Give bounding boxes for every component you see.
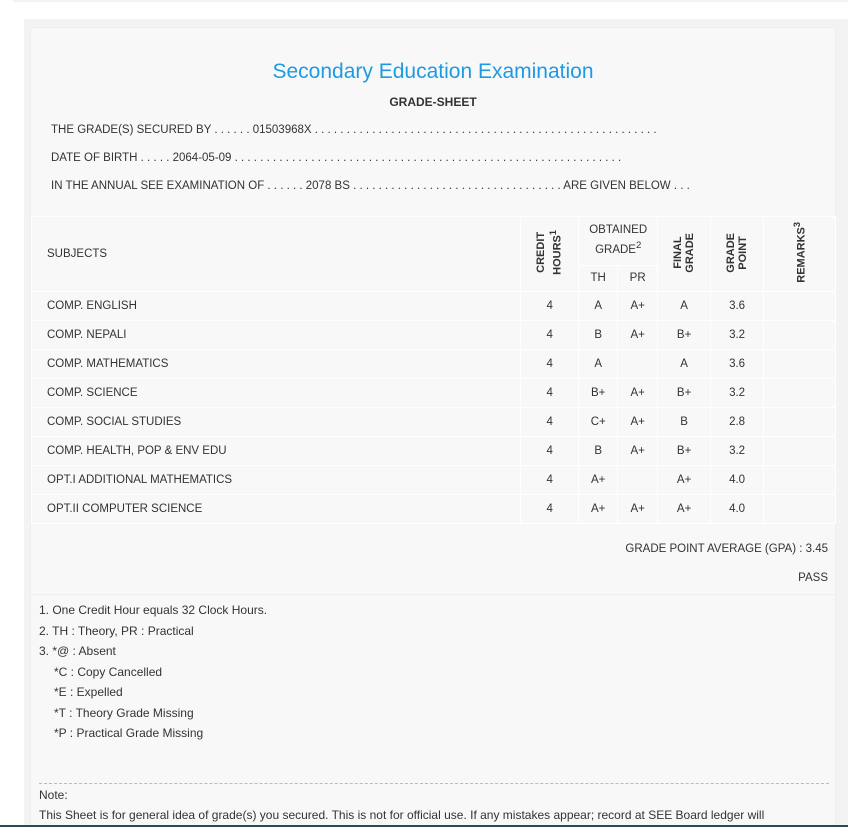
th-grade-cell: B+	[578, 378, 619, 408]
th-grade-cell: A+	[578, 494, 619, 524]
table-row: COMP. SOCIAL STUDIES 4 C+ A+ B 2.8	[30, 407, 836, 437]
exam-line: IN THE ANNUAL SEE EXAMINATION OF . . . .…	[51, 180, 690, 192]
pr-grade-cell: A+	[617, 320, 659, 350]
pr-grade-cell: A+	[617, 407, 659, 437]
subject-cell: COMP. HEALTH, POP & ENV EDU	[30, 436, 522, 466]
grade-point-cell: 4.0	[710, 465, 765, 495]
header-subjects: SUBJECTS	[30, 216, 522, 292]
pr-grade-cell: A+	[617, 494, 659, 524]
grade-point-cell: 4.0	[710, 494, 765, 524]
table-row: COMP. NEPALI 4 B A+ B+ 3.2	[30, 320, 836, 350]
final-grade-cell: B+	[657, 436, 712, 466]
page-subtitle: GRADE-SHEET	[389, 95, 477, 109]
header-final-grade: FINAL GRADE	[657, 216, 712, 292]
remarks-cell	[763, 494, 836, 524]
remarks-cell	[763, 320, 836, 350]
remarks-cell	[763, 465, 836, 495]
remarks-cell	[763, 291, 836, 321]
table-row: COMP. SCIENCE 4 B+ A+ B+ 3.2	[30, 378, 836, 408]
remarks-cell	[763, 378, 836, 408]
th-grade-cell: C+	[578, 407, 619, 437]
credit-cell: 4	[520, 378, 580, 408]
subject-cell: COMP. ENGLISH	[30, 291, 522, 321]
table-row: COMP. ENGLISH 4 A A+ A 3.6	[30, 291, 836, 321]
remarks-cell	[763, 349, 836, 379]
pr-grade-cell	[617, 349, 659, 379]
table-row: OPT.I ADDITIONAL MATHEMATICS 4 A+ A+ 4.0	[30, 465, 836, 495]
header-pr: PR	[617, 264, 659, 293]
gpa-value: GRADE POINT AVERAGE (GPA) : 3.45	[625, 543, 828, 555]
dob-line: DATE OF BIRTH . . . . . 2064-05-09 . . .…	[51, 152, 622, 164]
header-remarks: REMARKS3	[763, 216, 836, 292]
page-title: Secondary Education Examination	[272, 60, 594, 83]
credit-cell: 4	[520, 407, 580, 437]
table-row: COMP. HEALTH, POP & ENV EDU 4 B A+ B+ 3.2	[30, 436, 836, 466]
final-grade-cell: B+	[657, 378, 712, 408]
pr-grade-cell: A+	[617, 378, 659, 408]
note-text: This Sheet is for general idea of grade(…	[39, 808, 765, 822]
note-label: Note:	[39, 788, 68, 802]
subject-cell: COMP. MATHEMATICS	[30, 349, 522, 379]
th-grade-cell: B	[578, 320, 619, 350]
final-grade-cell: B+	[657, 320, 712, 350]
final-grade-cell: A	[657, 291, 712, 321]
subject-cell: COMP. NEPALI	[30, 320, 522, 350]
bottom-bar	[0, 825, 848, 827]
credit-cell: 4	[520, 320, 580, 350]
gradesheet-panel: Secondary Education Examination GRADE-SH…	[30, 27, 836, 827]
credit-cell: 4	[520, 436, 580, 466]
credit-cell: 4	[520, 349, 580, 379]
credit-cell: 4	[520, 465, 580, 495]
remarks-cell	[763, 407, 836, 437]
footnote-item: 3. *@ : Absent	[39, 644, 116, 658]
table-row: OPT.II COMPUTER SCIENCE 4 A+ A+ A+ 4.0	[30, 494, 836, 524]
footnote-item: *P : Practical Grade Missing	[54, 726, 204, 740]
grade-point-cell: 3.2	[710, 320, 765, 350]
header-th: TH	[578, 264, 619, 293]
subject-cell: OPT.II COMPUTER SCIENCE	[30, 494, 522, 524]
final-grade-cell: A	[657, 349, 712, 379]
subject-cell: OPT.I ADDITIONAL MATHEMATICS	[30, 465, 522, 495]
secured-by-line: THE GRADE(S) SECURED BY . . . . . . 0150…	[51, 124, 657, 136]
grade-point-cell: 2.8	[710, 407, 765, 437]
final-grade-cell: A+	[657, 494, 712, 524]
credit-cell: 4	[520, 291, 580, 321]
footnote-item: *T : Theory Grade Missing	[54, 705, 194, 720]
grade-point-cell: 3.2	[710, 378, 765, 408]
credit-cell: 4	[520, 494, 580, 524]
result-status: PASS	[798, 572, 828, 584]
th-grade-cell: B	[578, 436, 619, 466]
th-grade-cell: A	[578, 291, 619, 321]
footnote-item: *C : Copy Cancelled	[54, 664, 163, 679]
footnote-item: 2. TH : Theory, PR : Practical	[39, 623, 194, 638]
pr-grade-cell: A+	[617, 291, 659, 321]
grades-table: SUBJECTS CREDIT HOURS1 OBTAINED GRADE2 FI…	[30, 216, 836, 524]
th-grade-cell: A+	[578, 465, 619, 495]
header-grade-point: GRADE POINT	[710, 216, 765, 292]
grade-point-cell: 3.6	[710, 349, 765, 379]
table-row: COMP. MATHEMATICS 4 A A 3.6	[30, 349, 836, 379]
pr-grade-cell	[617, 465, 659, 495]
note-divider	[39, 783, 829, 784]
grade-point-cell: 3.2	[710, 436, 765, 466]
divider	[31, 594, 835, 595]
pr-grade-cell: A+	[617, 436, 659, 466]
grade-point-cell: 3.6	[710, 291, 765, 321]
final-grade-cell: B	[657, 407, 712, 437]
header-obtained-grade: OBTAINED GRADE2	[578, 216, 659, 266]
final-grade-cell: A+	[657, 465, 712, 495]
top-divider	[13, 0, 848, 2]
remarks-cell	[763, 436, 836, 466]
subject-cell: COMP. SOCIAL STUDIES	[30, 407, 522, 437]
th-grade-cell: A	[578, 349, 619, 379]
footnote-item: *E : Expelled	[54, 685, 123, 699]
header-credit-hours: CREDIT HOURS1	[520, 216, 580, 292]
subject-cell: COMP. SCIENCE	[30, 378, 522, 408]
footnote-item: 1. One Credit Hour equals 32 Clock Hours…	[39, 603, 268, 617]
